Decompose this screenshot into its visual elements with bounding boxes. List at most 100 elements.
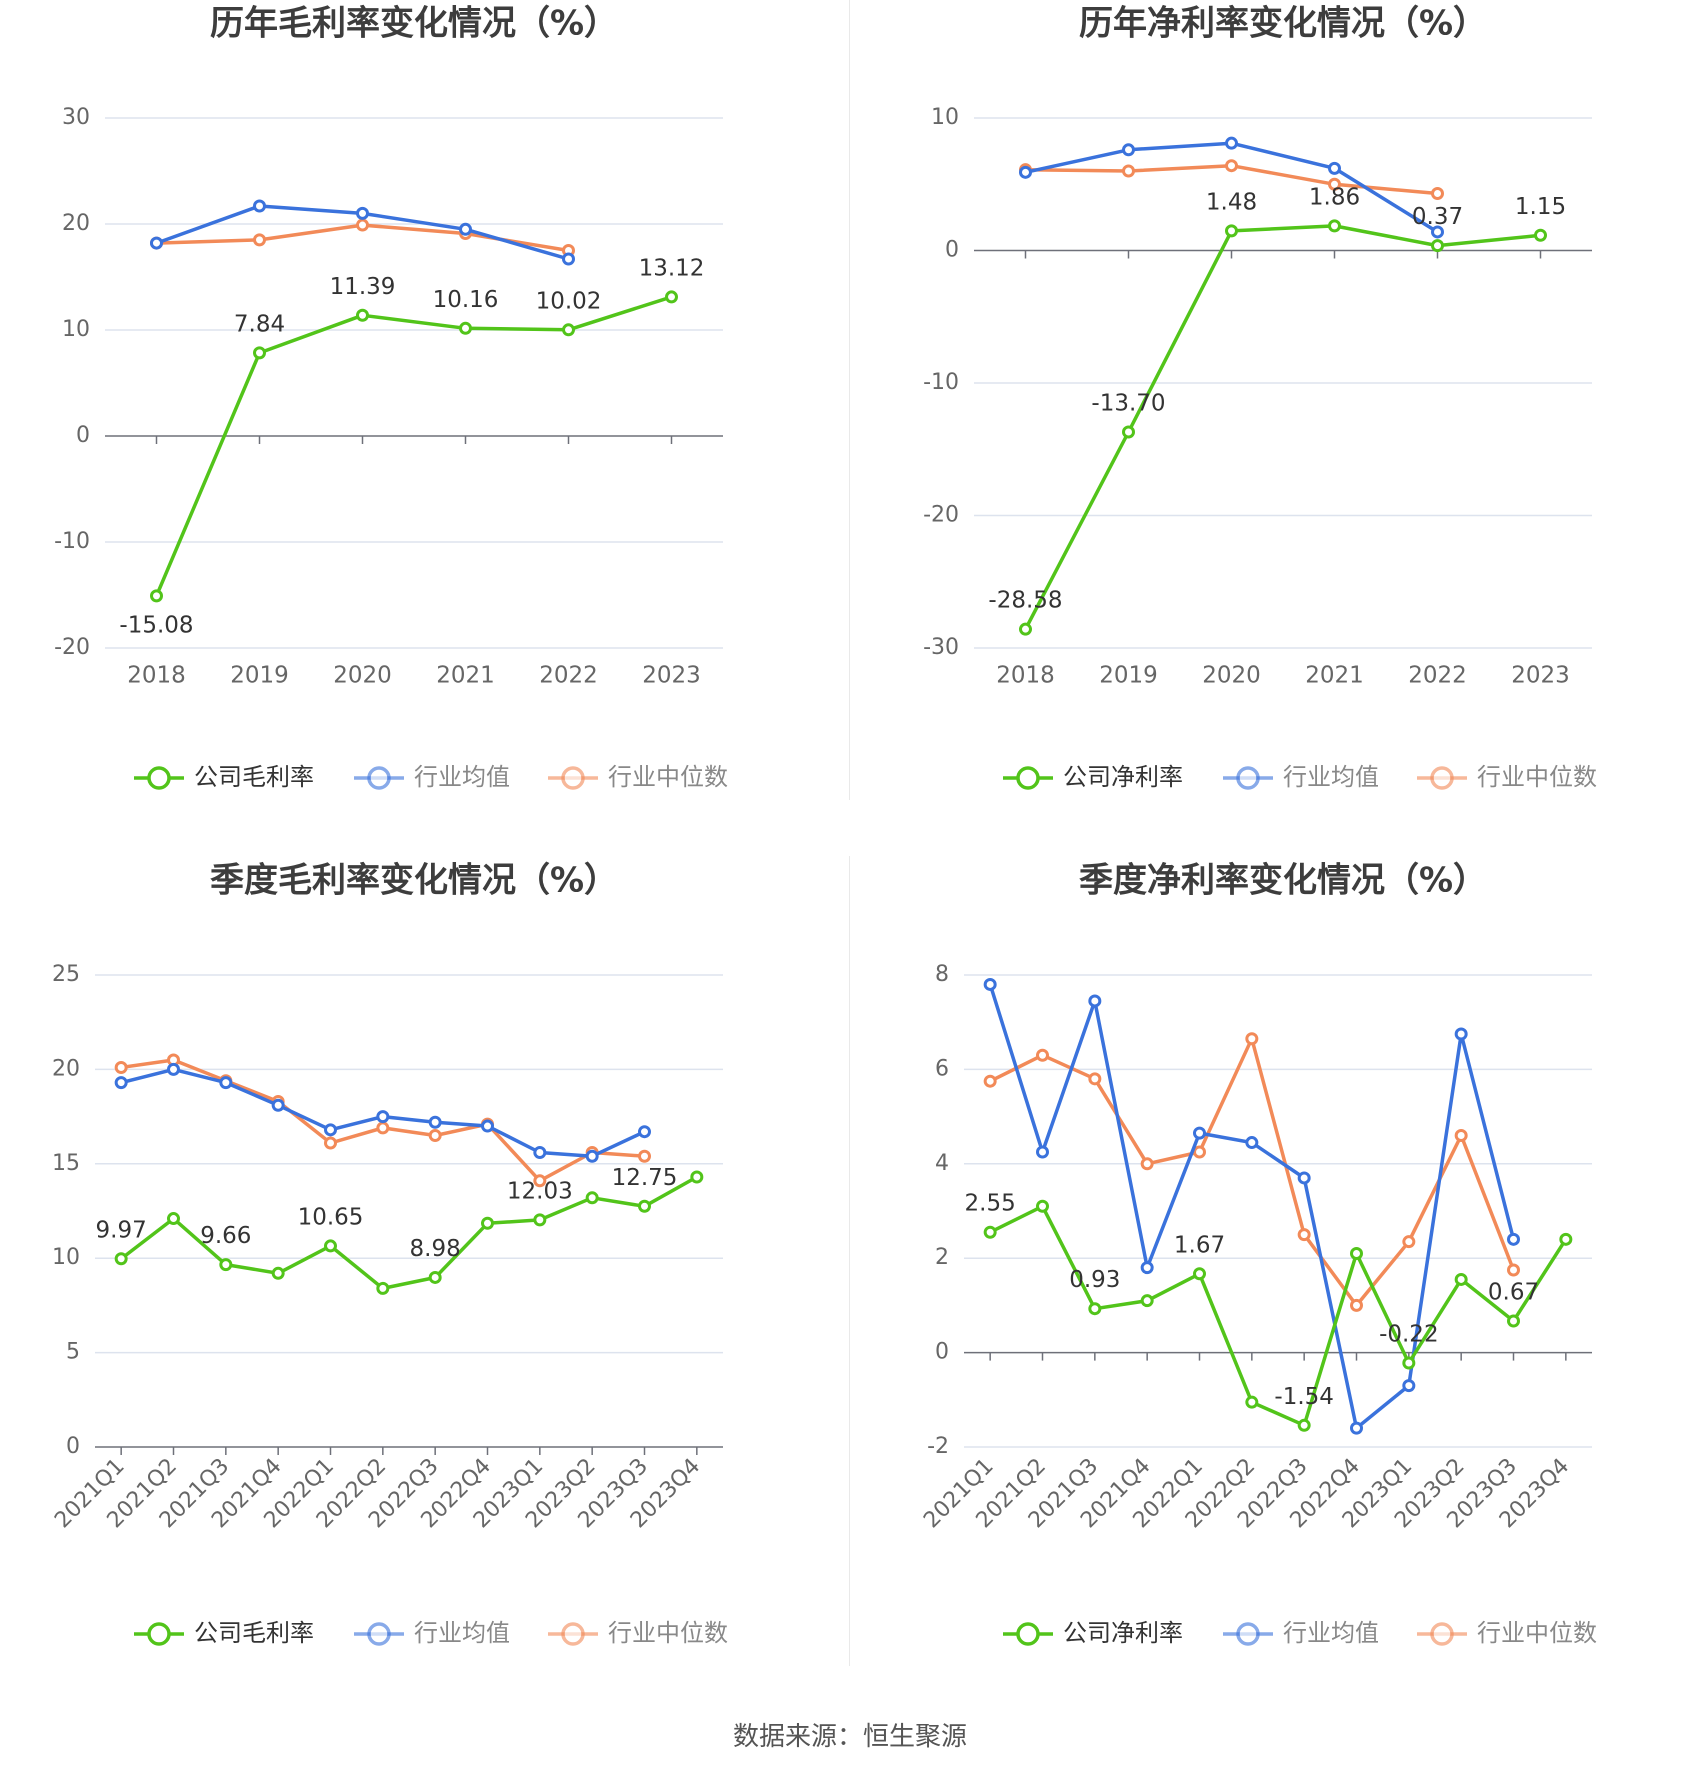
data-point-industry_median — [376, 1121, 390, 1135]
legend-item-industry_avg[interactable]: 行业均值 — [1223, 1619, 1379, 1647]
legend-item-company[interactable]: 公司净利率 — [1003, 763, 1183, 791]
legend-item-industry_median[interactable]: 行业中位数 — [548, 1619, 728, 1647]
legend-item-industry_avg[interactable]: 行业均值 — [354, 1619, 510, 1647]
x-tick-label: 2023 — [1511, 663, 1570, 689]
data-label: 1.15 — [1515, 194, 1566, 220]
x-tick-label: 2021 — [436, 663, 495, 689]
data-point-industry_median — [1245, 1032, 1259, 1046]
legend-item-industry_median[interactable]: 行业中位数 — [548, 763, 728, 791]
data-point-industry_avg — [459, 222, 472, 236]
data-point-industry_avg — [219, 1076, 233, 1090]
data-point-industry_avg — [1402, 1379, 1416, 1393]
data-source-note: 数据来源：恒生聚源 — [732, 1722, 967, 1752]
x-tick-label: 2018 — [127, 663, 186, 689]
legend-marker — [147, 766, 171, 790]
data-label: -0.22 — [1379, 1321, 1439, 1347]
legend-item-industry_avg[interactable]: 行业均值 — [1223, 763, 1379, 791]
legend-item-company[interactable]: 公司毛利率 — [134, 1619, 314, 1647]
data-point-company — [376, 1281, 390, 1295]
data-point-industry_avg — [1122, 143, 1135, 157]
data-point-industry_avg — [114, 1076, 128, 1090]
data-point-industry_median — [114, 1061, 128, 1075]
data-label: 13.12 — [639, 255, 705, 281]
legend-marker — [367, 1622, 391, 1646]
chart-panel-1: 历年毛利率变化情况（%） -20 -10 0 10 20 30 2018 2019 2020 202… — [54, 4, 728, 792]
data-point-industry_avg — [585, 1149, 599, 1163]
y-tick-label: 4 — [935, 1151, 949, 1176]
data-point-company — [983, 1225, 997, 1239]
legend-item-industry_median[interactable]: 行业中位数 — [1417, 763, 1597, 791]
legend-label: 行业中位数 — [1477, 763, 1597, 791]
y-tick-label: 8 — [935, 962, 949, 987]
legend-item-company[interactable]: 公司毛利率 — [134, 763, 314, 791]
data-point-company — [690, 1170, 704, 1184]
vertical-divider-lower — [849, 856, 850, 1666]
data-point-industry_avg — [1245, 1136, 1259, 1150]
data-point-industry_median — [1402, 1235, 1416, 1249]
data-label: -13.70 — [1091, 391, 1165, 417]
legend-item-industry_avg[interactable]: 行业均值 — [354, 763, 510, 791]
legend-label: 公司净利率 — [1063, 763, 1183, 791]
x-tick-label: 2019 — [230, 663, 289, 689]
data-label: 1.48 — [1206, 189, 1257, 215]
data-label: 12.75 — [612, 1165, 678, 1191]
x-tick-label: 2020 — [333, 663, 392, 689]
y-tick-label: -20 — [923, 503, 959, 528]
data-point-industry_avg — [271, 1098, 285, 1112]
y-tick-label: 10 — [62, 317, 90, 342]
y-tick-label: 10 — [52, 1245, 80, 1270]
data-point-company — [638, 1199, 651, 1213]
data-label: 10.16 — [433, 287, 499, 313]
legend-marker — [1430, 766, 1454, 790]
chart-panel-4: 季度净利率变化情况（%）-2024682021Q12021Q22021Q3202… — [919, 861, 1597, 1648]
legend-label: 行业中位数 — [608, 763, 728, 791]
data-label: 1.86 — [1309, 184, 1360, 210]
data-label: -28.58 — [988, 588, 1062, 614]
data-label: 12.03 — [507, 1178, 573, 1204]
y-tick-label: -30 — [923, 635, 959, 660]
legend-item-company[interactable]: 公司净利率 — [1003, 1619, 1183, 1647]
data-point-company — [253, 346, 266, 360]
data-point-company — [167, 1212, 180, 1226]
data-point-industry_avg — [1350, 1421, 1363, 1435]
data-point-company — [1534, 228, 1547, 242]
data-point-company — [1431, 239, 1444, 253]
legend-item-industry_median[interactable]: 行业中位数 — [1417, 1619, 1597, 1647]
data-point-company — [1350, 1246, 1363, 1260]
y-tick-label: 15 — [52, 1151, 80, 1176]
y-tick-label: 10 — [931, 105, 959, 130]
data-point-company — [533, 1213, 547, 1227]
legend-marker — [147, 1622, 171, 1646]
data-point-industry_median — [1431, 187, 1444, 201]
data-label: 9.66 — [200, 1223, 251, 1249]
data-label: -1.54 — [1274, 1384, 1334, 1410]
chart-title: 季度毛利率变化情况（%） — [210, 861, 618, 901]
data-point-company — [1402, 1356, 1416, 1370]
data-point-industry_avg — [638, 1125, 651, 1139]
legend-label: 行业均值 — [414, 763, 510, 791]
data-point-company — [585, 1191, 599, 1205]
data-label: -15.08 — [119, 612, 193, 638]
legend-label: 行业中位数 — [1477, 1619, 1597, 1647]
chart-panel-3: 季度毛利率变化情况（%）05101520252021Q12021Q22021Q3… — [50, 861, 728, 1648]
data-point-company — [481, 1216, 494, 1230]
data-point-industry_avg — [428, 1115, 442, 1129]
data-point-industry_median — [983, 1074, 997, 1088]
data-point-company — [1559, 1232, 1573, 1246]
legend-label: 行业均值 — [1283, 763, 1379, 791]
data-label: 11.39 — [330, 274, 396, 300]
legend-label: 行业中位数 — [608, 1619, 728, 1647]
data-label: 1.67 — [1174, 1232, 1225, 1258]
data-point-company — [1507, 1314, 1520, 1328]
chart-title: 季度净利率变化情况（%） — [1079, 861, 1487, 901]
y-tick-label: 0 — [935, 1340, 949, 1365]
series-line-company — [120, 1175, 698, 1291]
data-point-industry_median — [1225, 159, 1238, 173]
data-point-industry_median — [324, 1136, 337, 1150]
data-point-industry_median — [638, 1149, 651, 1163]
y-tick-label: -10 — [923, 370, 959, 395]
legend-marker — [561, 766, 585, 790]
data-point-company — [114, 1252, 128, 1266]
y-tick-label: 0 — [66, 1434, 80, 1459]
